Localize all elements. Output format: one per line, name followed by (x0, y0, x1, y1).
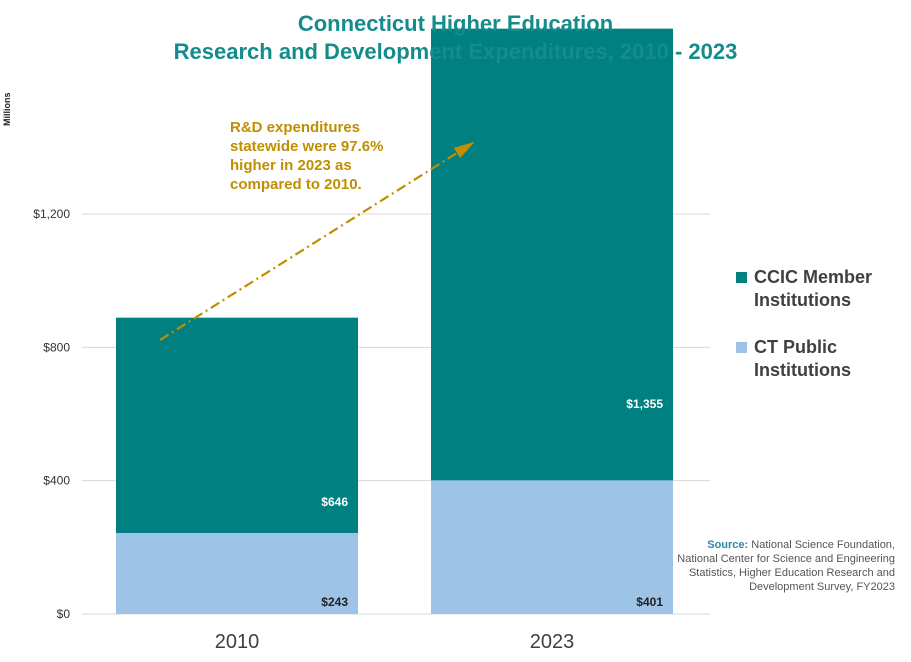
legend-label-ct-public: CT Public Institutions (754, 337, 851, 380)
legend-swatch-ccic (736, 272, 747, 283)
data-label: $401 (636, 595, 663, 609)
x-tick-label: 2010 (215, 631, 260, 653)
data-label: $646 (321, 495, 348, 509)
y-tick-label: $800 (43, 340, 70, 354)
growth-arrow-head (453, 141, 475, 159)
bar-ccic-2023 (431, 28, 673, 481)
y-tick-label: $0 (57, 607, 71, 621)
legend-label-ccic: CCIC Member Institutions (754, 267, 873, 310)
legend-item-ct-public: CT Public Institutions (736, 336, 911, 382)
growth-arrow-line (159, 145, 469, 341)
data-label: $1,355 (626, 397, 663, 411)
data-label: $243 (321, 595, 348, 609)
source-text: National Science Foundation, National Ce… (677, 539, 895, 593)
chart-title-line2: Research and Development Expenditures, 2… (173, 39, 738, 64)
legend-swatch-ct-public (736, 342, 747, 353)
chart-title: Connecticut Higher Education Research an… (0, 10, 911, 66)
y-tick-label: $400 (43, 474, 70, 488)
source-note: Source: National Science Foundation, Nat… (665, 538, 895, 594)
growth-annotation: R&D expenditures statewide were 97.6% hi… (230, 119, 384, 193)
y-tick-label: $1,200 (33, 207, 70, 221)
legend-item-ccic: CCIC Member Institutions (736, 266, 911, 312)
bar-ct-public-2023 (431, 480, 673, 614)
chart-title-line1: Connecticut Higher Education (297, 11, 614, 36)
x-tick-label: 2023 (530, 631, 575, 653)
legend: CCIC Member Institutions CT Public Insti… (736, 266, 911, 406)
source-label: Source: (707, 539, 749, 551)
bar-ct-public-2010 (116, 533, 358, 614)
y-axis-unit-label: Millions (2, 92, 12, 127)
bar-ccic-2010 (116, 317, 358, 533)
